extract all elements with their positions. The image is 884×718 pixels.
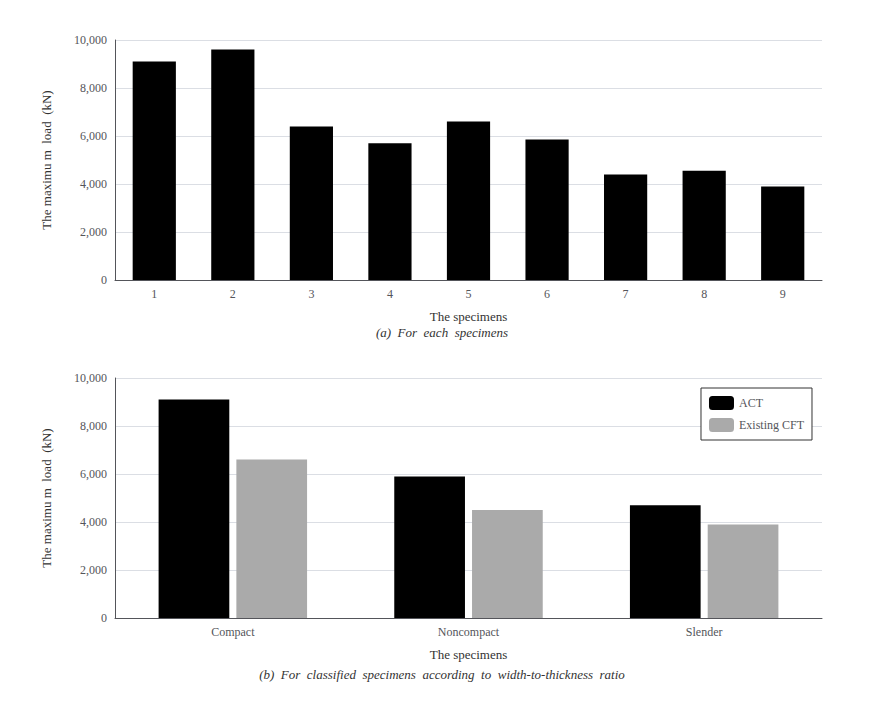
svg-text:6,000: 6,000 bbox=[80, 467, 107, 481]
svg-text:8,000: 8,000 bbox=[80, 81, 107, 95]
svg-text:0: 0 bbox=[101, 273, 107, 287]
svg-text:10,000: 10,000 bbox=[74, 371, 107, 385]
svg-text:2: 2 bbox=[230, 287, 236, 301]
svg-text:(b) For classified specimen: (b) For classified specimens according t… bbox=[259, 667, 625, 682]
svg-text:The specimens: The specimens bbox=[430, 647, 508, 662]
svg-text:6: 6 bbox=[544, 287, 550, 301]
svg-text:Existing CFT: Existing CFT bbox=[739, 418, 805, 432]
svg-text:3: 3 bbox=[308, 287, 314, 301]
svg-text:Slender: Slender bbox=[686, 625, 723, 639]
svg-text:(a) For each specimens: (a) For each specimens bbox=[376, 325, 508, 340]
svg-text:The maximu m load (kN): The maximu m load (kN) bbox=[39, 90, 54, 229]
svg-text:1: 1 bbox=[151, 287, 157, 301]
svg-text:9: 9 bbox=[780, 287, 786, 301]
svg-text:6,000: 6,000 bbox=[80, 129, 107, 143]
svg-text:8,000: 8,000 bbox=[80, 419, 107, 433]
svg-text:5: 5 bbox=[466, 287, 472, 301]
svg-text:Noncompact: Noncompact bbox=[438, 625, 500, 639]
svg-text:4,000: 4,000 bbox=[80, 177, 107, 191]
svg-text:The maximu m load (kN): The maximu m load (kN) bbox=[39, 428, 54, 567]
svg-text:ACT: ACT bbox=[739, 396, 764, 410]
svg-text:8: 8 bbox=[701, 287, 707, 301]
svg-text:2,000: 2,000 bbox=[80, 563, 107, 577]
svg-text:4,000: 4,000 bbox=[80, 515, 107, 529]
svg-text:4: 4 bbox=[387, 287, 393, 301]
svg-text:Compact: Compact bbox=[211, 625, 255, 639]
svg-text:The specimens: The specimens bbox=[430, 309, 508, 324]
svg-text:0: 0 bbox=[101, 611, 107, 625]
svg-text:7: 7 bbox=[623, 287, 629, 301]
svg-text:2,000: 2,000 bbox=[80, 225, 107, 239]
svg-text:10,000: 10,000 bbox=[74, 33, 107, 47]
